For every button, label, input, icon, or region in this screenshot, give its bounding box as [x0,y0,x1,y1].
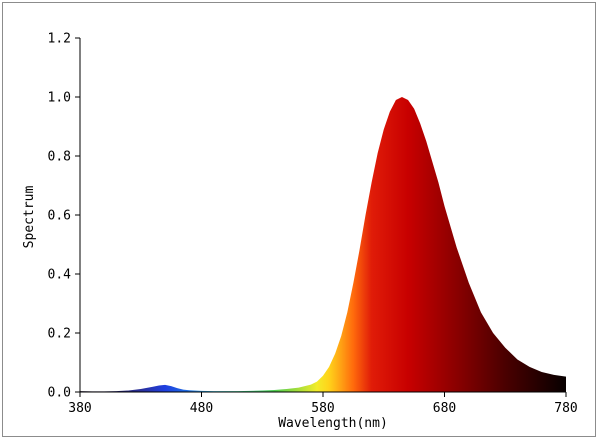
y-tick-label: 1.2 [48,32,71,47]
x-axis-ticks: 380 480 580 680 780 [68,392,578,416]
y-tick-label: 1.0 [48,91,71,106]
y-tick-label: 0.8 [48,150,71,165]
y-tick-label: 0.6 [48,209,71,224]
y-axis-title: Spectrum [22,186,37,249]
x-axis-title: Wavelength(nm) [278,416,388,431]
x-tick-label: 580 [311,401,334,416]
y-tick-label: 0.2 [48,327,71,342]
spectrum-area [80,97,566,392]
x-tick-label: 780 [554,401,577,416]
y-axis-ticks: 0.0 0.2 0.4 0.6 0.8 1.0 1.2 [48,32,80,401]
y-tick-label: 0.0 [48,386,71,401]
x-tick-label: 480 [190,401,213,416]
y-tick-label: 0.4 [48,268,72,283]
x-tick-label: 380 [68,401,91,416]
x-tick-label: 680 [433,401,456,416]
